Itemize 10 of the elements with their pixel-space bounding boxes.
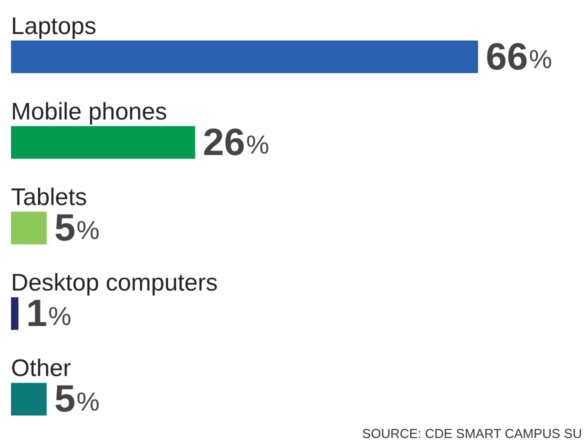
bar: [11, 297, 18, 330]
y-tick-label: Laptops: [11, 12, 96, 40]
bar: [11, 382, 47, 416]
bar: [11, 40, 478, 74]
data-label: 66%: [486, 36, 552, 78]
y-tick-label: Mobile phones: [11, 98, 168, 126]
source-note: SOURCE: CDE SMART CAMPUS SU: [362, 426, 582, 441]
bar: [11, 212, 47, 244]
data-label: 26%: [202, 122, 270, 164]
bar: [11, 126, 196, 159]
